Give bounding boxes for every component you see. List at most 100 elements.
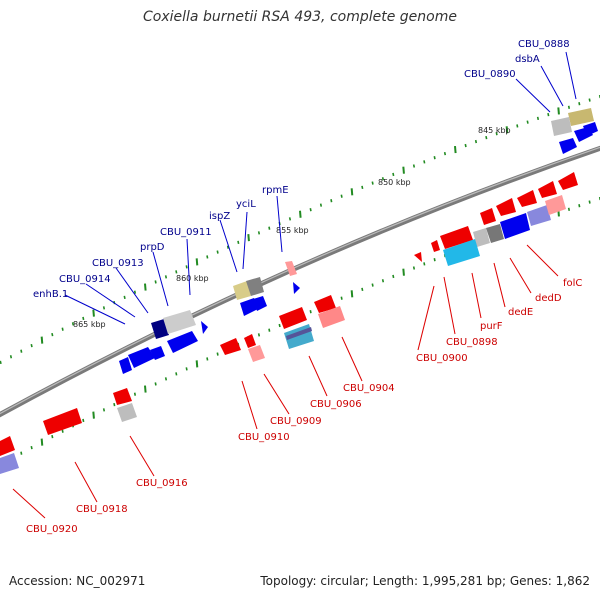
gene-block-rpme[interactable] xyxy=(285,261,297,276)
gene-arrow-folc[interactable] xyxy=(558,172,578,190)
genome-backbone xyxy=(0,145,600,418)
gene-arrow-cbu0898[interactable] xyxy=(440,226,473,249)
gene-block-cbu0920[interactable] xyxy=(0,453,19,474)
forward-leaders xyxy=(64,51,577,325)
gene-block-dedd[interactable] xyxy=(500,213,530,239)
gene-label-purf[interactable]: purF xyxy=(480,321,503,332)
gene-label-enhb[interactable]: enhB.1 xyxy=(33,289,68,300)
leader-prpd xyxy=(152,251,169,307)
gene-arrow-enhb[interactable] xyxy=(119,357,132,374)
gene-block-cbu0906-b[interactable] xyxy=(286,327,312,340)
gene-label-dedd[interactable]: dedD xyxy=(535,293,562,304)
gene-block-folc[interactable] xyxy=(527,205,551,226)
scale-labels: 845 kbp 850 kbp 855 kbp 860 kbp 865 kbp xyxy=(73,126,511,329)
gene-label-dsba[interactable]: dsbA xyxy=(515,54,540,65)
gene-label-dede[interactable]: dedE xyxy=(508,307,533,318)
gene-block-prpd[interactable] xyxy=(151,319,169,339)
gene-arrow-cbu0906[interactable] xyxy=(279,307,307,329)
forward-gene-labels: CBU_0888 dsbA CBU_0890 rpmE yciL ispZ CB… xyxy=(33,39,570,300)
gene-arrow-fwd-4[interactable] xyxy=(150,346,165,360)
gene-block-ispz[interactable] xyxy=(246,277,264,296)
gene-arrow-cbu0911[interactable] xyxy=(253,296,267,311)
gene-label-cbu0898[interactable]: CBU_0898 xyxy=(446,337,498,348)
gene-label-cbu0906[interactable]: CBU_0906 xyxy=(310,399,362,410)
gene-block-ycil[interactable] xyxy=(233,281,251,300)
gene-label-cbu0888[interactable]: CBU_0888 xyxy=(518,39,570,50)
tick-mark xyxy=(61,327,64,331)
gene-label-cbu0890[interactable]: CBU_0890 xyxy=(464,69,516,80)
gene-label-prpd[interactable]: prpD xyxy=(140,242,165,253)
gene-arrow-dedd[interactable] xyxy=(538,181,557,198)
tick-mark xyxy=(164,275,168,279)
leader-ycil xyxy=(242,211,248,270)
gene-label-cbu0916[interactable]: CBU_0916 xyxy=(136,478,188,489)
gene-label-cbu0914[interactable]: CBU_0914 xyxy=(59,274,111,285)
gene-arrow-cbu0914[interactable] xyxy=(128,347,155,368)
tick-mark xyxy=(474,139,478,144)
gene-arrow-cbu0910[interactable] xyxy=(220,338,241,355)
tick-mark xyxy=(154,382,157,386)
tick-ring-outer xyxy=(0,94,600,365)
gene-arrow-cbu0900[interactable] xyxy=(414,252,422,262)
tick-mark xyxy=(578,204,581,208)
gene-block-cbu0913[interactable] xyxy=(163,310,196,334)
tick-mark xyxy=(288,217,292,221)
gene-label-ispz[interactable]: ispZ xyxy=(209,211,230,222)
tick-mark xyxy=(309,208,312,212)
tick-mark xyxy=(526,120,529,124)
tick-mark xyxy=(578,102,581,106)
gene-arrow-cbu0918[interactable] xyxy=(43,408,82,435)
tick-mark xyxy=(133,290,137,294)
gene-block-folc-b[interactable] xyxy=(545,195,566,215)
leader-cbu0904 xyxy=(341,336,363,382)
gene-arrow-cbu0920[interactable] xyxy=(0,436,15,456)
tick-mark xyxy=(102,306,106,310)
gene-label-folc[interactable]: folC xyxy=(563,278,582,289)
gene-arrow-cbu0904[interactable] xyxy=(314,295,336,313)
gene-block-dede[interactable] xyxy=(486,224,504,243)
gene-arrow-rpme[interactable] xyxy=(293,282,300,294)
tick-mark xyxy=(40,336,44,344)
tick-mark xyxy=(82,418,85,423)
gene-block-cbu0900[interactable] xyxy=(443,239,480,266)
gene-arrow-purf-2[interactable] xyxy=(480,208,496,225)
gene-label-cbu0904[interactable]: CBU_0904 xyxy=(343,383,395,394)
gene-arrow-fwd-3[interactable] xyxy=(583,122,598,136)
gene-block-cbu0888[interactable] xyxy=(568,108,594,126)
gene-block-purf[interactable] xyxy=(473,228,490,247)
leader-cbu0888 xyxy=(565,51,577,100)
tick-mark xyxy=(195,258,199,266)
tick-mark xyxy=(588,200,591,204)
gene-arrow-prpd[interactable] xyxy=(201,321,208,334)
gene-label-cbu0920[interactable]: CBU_0920 xyxy=(26,524,78,535)
gene-arrow-dede[interactable] xyxy=(517,190,537,207)
gene-arrow-ispz[interactable] xyxy=(240,298,258,316)
gene-arrow-cbu0909[interactable] xyxy=(244,334,256,348)
gene-label-cbu0910[interactable]: CBU_0910 xyxy=(238,432,290,443)
gene-arrow-purf-1[interactable] xyxy=(496,198,516,216)
gene-block-cbu0904[interactable] xyxy=(318,306,345,328)
gene-label-cbu0900[interactable]: CBU_0900 xyxy=(416,353,468,364)
tick-mark xyxy=(350,188,354,196)
reverse-gene-labels: folC dedD dedE purF CBU_0898 CBU_0900 CB… xyxy=(26,278,582,535)
tick-mark xyxy=(412,164,416,168)
tick-mark xyxy=(30,445,33,450)
tick-mark xyxy=(257,333,261,337)
gene-block-cbu0916[interactable] xyxy=(117,403,137,422)
gene-label-cbu0918[interactable]: CBU_0918 xyxy=(76,504,128,515)
tick-mark xyxy=(164,377,168,381)
gene-label-cbu0909[interactable]: CBU_0909 xyxy=(270,416,322,427)
tick-mark xyxy=(309,310,312,314)
gene-arrow-cbu0898-b[interactable] xyxy=(431,240,440,252)
gene-label-rpme[interactable]: rpmE xyxy=(262,185,289,196)
gene-label-cbu0911[interactable]: CBU_0911 xyxy=(160,227,212,238)
gene-block-cbu0909[interactable] xyxy=(248,345,265,362)
gene-label-cbu0913[interactable]: CBU_0913 xyxy=(92,258,144,269)
gene-block-dsba[interactable] xyxy=(551,117,572,136)
gene-arrow-cbu0913[interactable] xyxy=(167,331,198,353)
gene-arrow-cbu0916[interactable] xyxy=(113,388,132,405)
gene-label-ycil[interactable]: yciL xyxy=(236,199,256,210)
tick-mark xyxy=(0,360,2,365)
tick-mark xyxy=(82,316,85,321)
gene-arrow-fwd-2[interactable] xyxy=(559,138,577,154)
